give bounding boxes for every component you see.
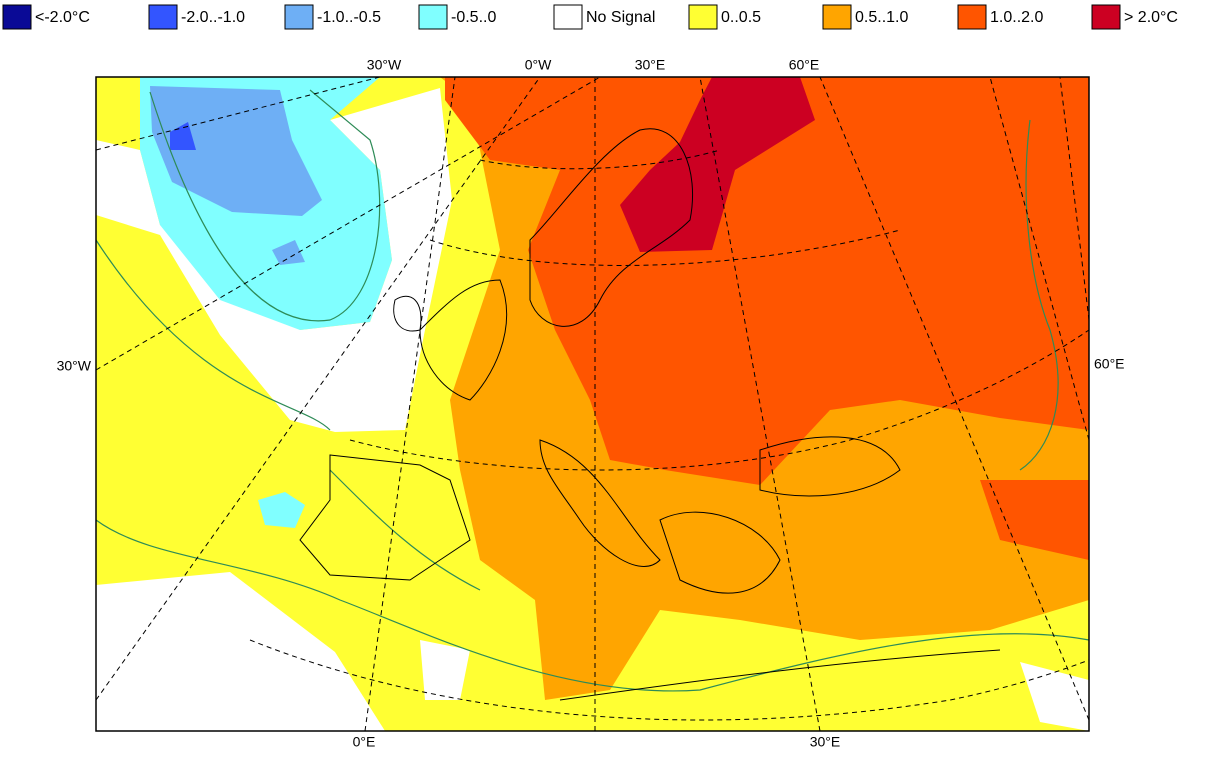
lon-label: 30°W [57, 358, 92, 374]
legend-label: -2.0..-1.0 [181, 9, 245, 26]
legend-swatch [822, 4, 852, 30]
region [620, 77, 815, 252]
lon-label: 0°E [353, 734, 376, 750]
legend-label: > 2.0°C [1124, 9, 1178, 26]
legend-swatch [148, 4, 178, 30]
region [1020, 662, 1089, 731]
legend-swatch [553, 4, 583, 30]
legend-swatch [688, 4, 718, 30]
region [420, 640, 470, 700]
legend-label: -0.5..0 [451, 9, 496, 26]
lon-label: 30°E [635, 57, 666, 73]
legend: <-2.0°C -2.0..-1.0 -1.0..-0.5 -0.5..0 No Sig… [2, 4, 1178, 30]
legend-swatch [418, 4, 448, 30]
region [272, 240, 305, 265]
lon-label: 30°E [810, 734, 841, 750]
legend-label: 0.5..1.0 [855, 9, 908, 26]
legend-label: 0..0.5 [721, 9, 761, 26]
legend-swatch [2, 4, 32, 30]
legend-swatch [1091, 4, 1121, 30]
contour [149, 89, 381, 322]
lon-label: 60°E [789, 57, 820, 73]
legend-label: No Signal [586, 9, 655, 26]
legend-swatch [957, 4, 987, 30]
region [96, 572, 385, 731]
legend-label: <-2.0°C [35, 9, 90, 26]
contour [1019, 119, 1059, 471]
legend-swatch [284, 4, 314, 30]
region [445, 77, 1089, 485]
contour [95, 239, 1090, 692]
legend-label: -1.0..-0.5 [317, 9, 381, 26]
graticule [95, 76, 1090, 732]
lon-label: 0°W [525, 57, 552, 73]
lon-label: 60°E [1094, 356, 1125, 372]
region [258, 492, 305, 528]
coastline [299, 128, 1001, 701]
region [980, 480, 1089, 560]
region [96, 88, 452, 432]
map-frame [95, 76, 1090, 732]
lon-label: 30°W [367, 57, 402, 73]
map [95, 76, 1090, 732]
legend-label: 1.0..2.0 [990, 9, 1043, 26]
region [150, 86, 322, 216]
